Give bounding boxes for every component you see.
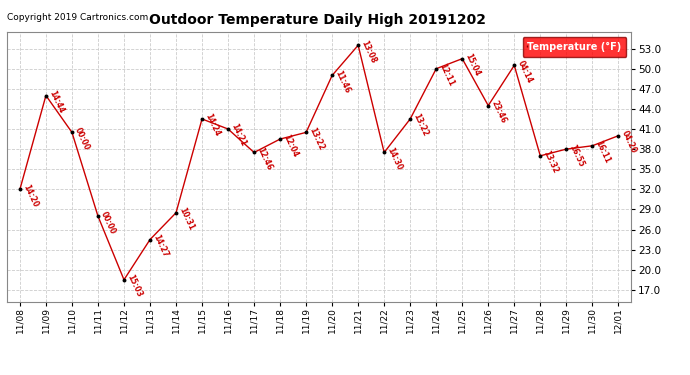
Point (431, 66, 442, 72)
Text: 15:03: 15:03 (126, 273, 144, 299)
Point (535, 153, 546, 159)
Point (586, 143, 598, 149)
Text: 12:11: 12:11 (437, 62, 456, 88)
Point (275, 136, 286, 142)
Text: 04:14: 04:14 (515, 59, 534, 84)
Point (561, 146, 572, 152)
Text: Copyright 2019 Cartronics.com: Copyright 2019 Cartronics.com (7, 13, 148, 22)
Point (404, 116, 415, 122)
Text: 14:44: 14:44 (47, 89, 66, 115)
Text: 16:11: 16:11 (593, 139, 612, 165)
Text: 12:46: 12:46 (255, 146, 274, 172)
Point (509, 62, 520, 68)
Text: 10:31: 10:31 (177, 206, 196, 232)
Point (119, 277, 130, 283)
Point (66, 129, 77, 135)
Text: 14:21: 14:21 (229, 123, 248, 148)
Text: 13:32: 13:32 (542, 149, 560, 175)
Text: 23:46: 23:46 (489, 99, 508, 125)
Point (248, 150, 259, 156)
Text: 04:20: 04:20 (620, 129, 638, 155)
Text: 14:27: 14:27 (151, 233, 170, 259)
Text: 13:22: 13:22 (308, 126, 326, 152)
Point (301, 129, 312, 135)
Text: 16:55: 16:55 (568, 142, 586, 168)
Point (457, 56, 468, 62)
Text: Outdoor Temperature Daily High 20191202: Outdoor Temperature Daily High 20191202 (149, 13, 486, 27)
Text: 12:04: 12:04 (282, 133, 299, 158)
Text: 00:00: 00:00 (99, 210, 117, 235)
Point (144, 237, 155, 243)
Text: 11:46: 11:46 (333, 69, 352, 94)
Text: 15:04: 15:04 (464, 52, 482, 78)
Text: 00:00: 00:00 (73, 126, 92, 152)
Text: 14:24: 14:24 (204, 112, 221, 138)
Point (353, 42, 364, 48)
Point (613, 133, 624, 139)
Text: 13:08: 13:08 (359, 39, 378, 64)
Text: 14:20: 14:20 (21, 183, 39, 209)
Text: 13:22: 13:22 (411, 112, 430, 138)
Point (223, 126, 234, 132)
Point (92, 213, 104, 219)
Point (41, 93, 52, 99)
Point (379, 150, 390, 156)
Point (483, 103, 494, 109)
Point (170, 210, 181, 216)
Legend: Temperature (°F): Temperature (°F) (522, 37, 627, 57)
Point (326, 72, 337, 78)
Point (14, 186, 26, 192)
Point (197, 116, 208, 122)
Text: 14:30: 14:30 (386, 146, 404, 172)
